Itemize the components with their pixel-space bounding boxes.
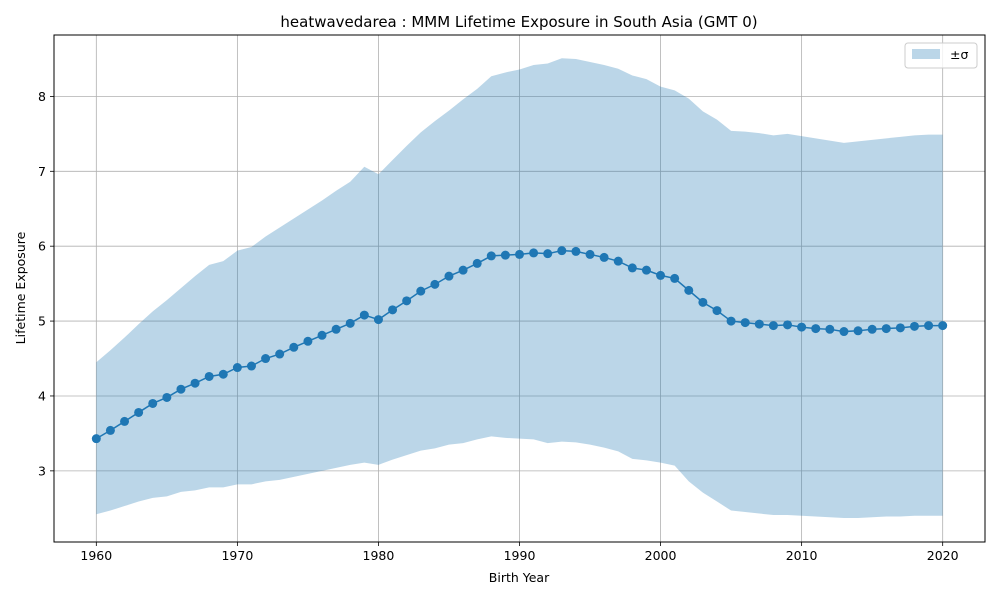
- chart-title: heatwavedarea : MMM Lifetime Exposure in…: [280, 13, 757, 31]
- data-point: [444, 271, 454, 281]
- x-axis-title: Birth Year: [489, 570, 550, 585]
- data-point: [190, 378, 200, 388]
- data-point: [712, 306, 722, 316]
- data-point: [261, 354, 271, 364]
- data-point: [740, 318, 750, 328]
- data-point: [458, 265, 468, 275]
- data-point: [895, 323, 905, 333]
- data-point: [402, 296, 412, 306]
- data-point: [430, 279, 440, 289]
- data-point: [571, 246, 581, 256]
- data-point: [275, 349, 285, 359]
- data-point: [486, 251, 496, 261]
- data-point: [500, 250, 510, 260]
- x-tick-label: 1960: [80, 548, 112, 563]
- data-point: [938, 321, 948, 331]
- data-point: [148, 398, 158, 408]
- x-axis-ticks: 1960 1970 1980 1990 2000 2010 2020: [80, 542, 959, 563]
- data-point: [373, 315, 383, 325]
- y-tick-label: 3: [38, 463, 46, 478]
- y-axis-ticks: 3 4 5 6 7 8: [38, 89, 54, 478]
- data-point: [543, 249, 553, 259]
- sigma-band: [96, 58, 943, 519]
- data-point: [472, 258, 482, 268]
- data-point: [853, 326, 863, 336]
- data-point: [289, 342, 299, 352]
- data-point: [867, 324, 877, 334]
- data-point: [726, 316, 736, 326]
- legend: ±σ: [904, 42, 978, 69]
- data-point: [232, 363, 242, 373]
- data-point: [924, 321, 934, 331]
- x-tick-label: 1990: [504, 548, 536, 563]
- y-tick-label: 5: [38, 314, 46, 329]
- data-point: [176, 384, 186, 394]
- data-point: [641, 265, 651, 275]
- data-point: [317, 330, 327, 340]
- grid-lines: [54, 35, 985, 542]
- y-tick-label: 6: [38, 239, 46, 254]
- data-point: [881, 324, 891, 334]
- data-point: [331, 324, 341, 334]
- data-point: [388, 305, 398, 315]
- data-point: [909, 321, 919, 331]
- legend-box: [904, 42, 978, 69]
- x-tick-label: 2020: [927, 548, 959, 563]
- y-axis-title: Lifetime Exposure: [13, 231, 28, 344]
- x-tick-label: 1970: [221, 548, 253, 563]
- data-point: [656, 270, 666, 280]
- data-point: [684, 285, 694, 295]
- data-point: [754, 319, 764, 329]
- data-point: [120, 416, 130, 426]
- data-point: [627, 263, 637, 273]
- data-points-layer: [91, 246, 948, 444]
- legend-label: ±σ: [950, 47, 968, 62]
- data-point: [246, 361, 256, 371]
- data-point: [585, 249, 595, 259]
- data-point: [698, 297, 708, 307]
- data-point: [613, 256, 623, 266]
- data-point: [825, 324, 835, 334]
- x-tick-label: 1980: [363, 548, 395, 563]
- data-point: [557, 246, 567, 256]
- y-tick-label: 7: [38, 164, 46, 179]
- sigma-band-layer: [96, 58, 943, 519]
- data-point: [204, 371, 214, 381]
- data-point: [797, 322, 807, 332]
- data-point: [839, 327, 849, 337]
- data-point: [515, 249, 524, 259]
- data-point: [783, 320, 793, 330]
- data-point: [218, 369, 228, 379]
- data-point: [105, 425, 115, 435]
- y-tick-label: 8: [38, 89, 46, 104]
- data-point: [670, 273, 680, 283]
- x-tick-label: 2010: [786, 548, 818, 563]
- data-point: [359, 310, 369, 320]
- data-point: [811, 324, 821, 334]
- data-point: [303, 336, 313, 346]
- data-point: [134, 407, 144, 417]
- data-point: [529, 248, 539, 258]
- data-point: [91, 434, 101, 444]
- legend-swatch: [912, 49, 940, 59]
- y-tick-label: 4: [38, 388, 46, 403]
- data-point: [345, 318, 355, 328]
- data-point: [416, 286, 426, 296]
- x-tick-label: 2000: [645, 548, 677, 563]
- data-point: [768, 321, 778, 331]
- data-point: [162, 392, 172, 402]
- data-point: [599, 252, 609, 262]
